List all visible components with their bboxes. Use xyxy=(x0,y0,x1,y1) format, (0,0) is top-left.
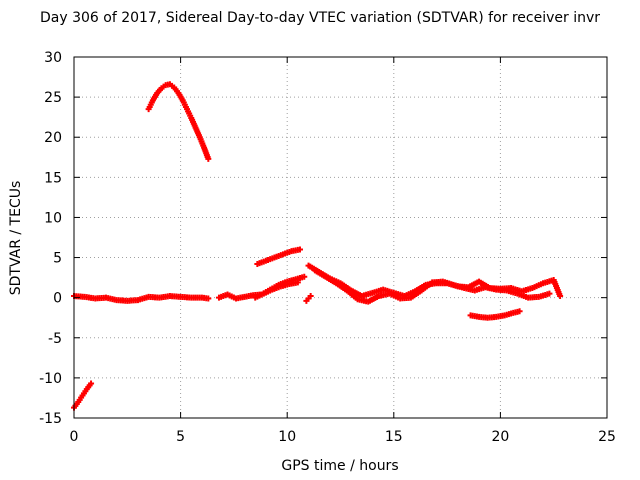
y-tick-label: 25 xyxy=(44,90,62,106)
y-tick-label: 15 xyxy=(44,170,62,186)
plot-frame xyxy=(73,56,608,419)
data-point xyxy=(557,293,564,300)
series-short-11h xyxy=(303,293,314,304)
y-tick-label: 20 xyxy=(44,130,62,146)
y-axis-label: SDTVAR / TECUs xyxy=(8,181,24,296)
x-axis-ticks: 0 5 10 15 20 25 xyxy=(70,57,616,445)
y-tick-label: -15 xyxy=(39,411,62,427)
chart-title: Day 306 of 2017, Sidereal Day-to-day VTE… xyxy=(39,10,601,26)
data-point xyxy=(296,246,303,253)
y-tick-label: 0 xyxy=(53,291,62,307)
data-point xyxy=(516,308,523,315)
data-point xyxy=(301,273,308,280)
data-point xyxy=(307,293,314,300)
y-axis-ticks: -15 -10 -5 0 5 10 15 20 25 30 xyxy=(39,50,607,427)
series-late-negative xyxy=(467,308,523,321)
y-tick-label: -5 xyxy=(48,331,62,347)
data-point xyxy=(205,295,212,302)
y-tick-label: -10 xyxy=(39,371,62,387)
data-point xyxy=(88,380,95,387)
series-morning-positive-arc xyxy=(145,81,212,162)
y-tick-label: 5 xyxy=(53,251,62,267)
series-upper-9-10h xyxy=(254,246,303,267)
data-point xyxy=(294,279,301,286)
x-tick-label: 10 xyxy=(278,429,296,445)
y-tick-label: 30 xyxy=(44,50,62,66)
x-tick-label: 5 xyxy=(176,429,185,445)
x-tick-label: 20 xyxy=(491,429,509,445)
y-tick-label: 10 xyxy=(44,210,62,226)
x-axis-label: GPS time / hours xyxy=(281,458,398,474)
data-marks xyxy=(71,81,564,411)
data-point xyxy=(205,155,212,162)
x-tick-label: 0 xyxy=(70,429,79,445)
x-tick-label: 25 xyxy=(598,429,616,445)
grid-lines xyxy=(74,57,607,418)
series-midday-band-2 xyxy=(311,267,553,305)
x-tick-label: 15 xyxy=(385,429,403,445)
series-lower-9-11h xyxy=(252,279,301,301)
data-point xyxy=(546,290,553,297)
series-baseline-0-6h xyxy=(71,293,212,304)
